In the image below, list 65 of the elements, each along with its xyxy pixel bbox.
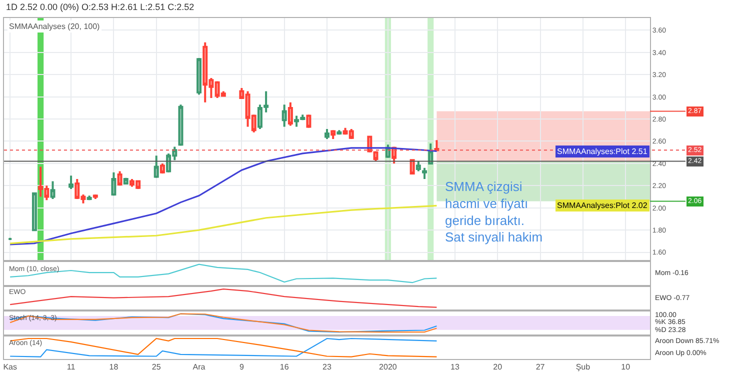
candlestick <box>257 104 262 130</box>
candlestick <box>342 126 348 136</box>
x-tick-label: 9 <box>239 362 244 372</box>
x-tick-label: 16 <box>280 362 290 372</box>
x-tick-label: 2020 <box>379 362 398 372</box>
candlestick <box>136 180 141 190</box>
candlestick <box>38 166 44 198</box>
x-tick-label: 10 <box>621 362 631 372</box>
candlestick <box>74 178 80 200</box>
candlestick <box>32 191 37 232</box>
candlestick <box>196 56 202 96</box>
candlestick <box>239 86 244 100</box>
candlestick <box>245 90 250 128</box>
candlestick <box>92 194 98 200</box>
candlestick <box>111 171 116 197</box>
candlestick <box>348 128 354 140</box>
candlestick <box>324 128 330 140</box>
text: SMMAAnalyses:Plot 2.51 <box>557 147 648 156</box>
candlestick <box>86 194 92 202</box>
x-tick-label: 27 <box>536 362 546 372</box>
candlestick <box>294 114 300 128</box>
candlestick <box>288 101 293 127</box>
candlestick <box>306 114 312 129</box>
line-series <box>9 204 438 244</box>
x-tick-label: 23 <box>322 362 332 372</box>
candlestick <box>160 162 165 174</box>
candlestick <box>214 80 220 99</box>
x-tick-label: Kas <box>3 362 17 372</box>
candlestick <box>202 41 208 104</box>
candlestick <box>410 159 415 176</box>
candlestick <box>336 129 342 136</box>
candlestick <box>68 174 74 190</box>
x-tick-label: 18 <box>109 362 119 372</box>
annotation: SMMA çizgisi hacmi ve fiyatı geride bıraktı. Sat sinyali hakim <box>445 179 543 245</box>
candlestick <box>178 104 184 147</box>
candlestick <box>220 90 226 97</box>
annotation: SMMAAnalyses (20, 100) <box>9 22 100 31</box>
candlestick <box>373 150 378 162</box>
chart-title: 1D 2.52 0.00 (0%) O:2.53 H:2.61 L:2.51 C:2.52 <box>6 2 194 12</box>
candlestick <box>264 90 269 114</box>
x-tick-label: 25 <box>152 362 162 372</box>
candlestick <box>172 146 178 162</box>
candlestick <box>282 104 287 128</box>
candlestick <box>50 180 56 200</box>
x-tick-label: 20 <box>493 362 503 372</box>
x-tick-label: 11 <box>66 362 76 372</box>
candlestick <box>8 236 13 242</box>
candlestick <box>166 152 172 174</box>
candlestick <box>251 114 256 134</box>
line-series <box>9 147 438 246</box>
x-tick-label: Şub <box>576 362 591 372</box>
candlestick <box>300 114 306 122</box>
candlestick <box>44 184 50 202</box>
candlestick <box>80 194 86 204</box>
candlestick <box>154 154 159 179</box>
text: SMMAAnalyses:Plot 2.02 <box>557 201 648 210</box>
candlestick <box>117 170 122 187</box>
candlestick <box>208 76 214 99</box>
x-tick-label: 13 <box>450 362 460 372</box>
candlestick <box>330 129 336 140</box>
candlestick <box>123 176 128 186</box>
candlestick <box>129 178 134 188</box>
candlestick <box>422 166 427 180</box>
candlestick <box>416 160 421 172</box>
x-tick-label: Ara <box>192 362 206 372</box>
